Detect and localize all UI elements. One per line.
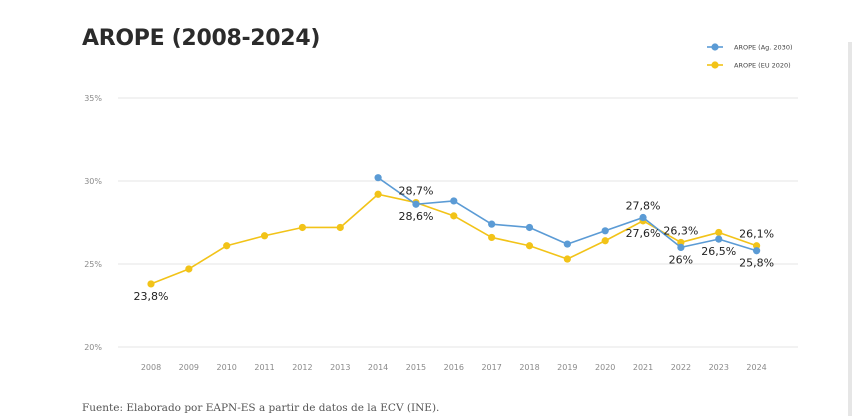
data-label: 26% bbox=[669, 253, 693, 266]
x-tick-label: 2024 bbox=[746, 363, 766, 372]
x-tick-label: 2017 bbox=[481, 363, 501, 372]
legend-label: AROPE (EU 2020) bbox=[734, 62, 791, 70]
legend-label: AROPE (Ag. 2030) bbox=[734, 44, 793, 52]
data-point bbox=[677, 243, 685, 251]
data-point bbox=[525, 242, 534, 250]
y-tick-label: 25% bbox=[84, 260, 102, 269]
data-point bbox=[185, 265, 193, 273]
data-point bbox=[412, 200, 420, 208]
data-label: 28,7% bbox=[398, 185, 433, 198]
data-point bbox=[563, 255, 571, 263]
data-point bbox=[563, 240, 571, 248]
data-label: 26,1% bbox=[739, 228, 774, 241]
data-point bbox=[374, 190, 382, 198]
x-tick-label: 2023 bbox=[709, 363, 729, 372]
data-label: 23,8% bbox=[134, 290, 169, 303]
data-point bbox=[336, 223, 344, 232]
x-tick-label: 2008 bbox=[141, 363, 161, 372]
x-tick-label: 2011 bbox=[254, 363, 274, 372]
series-line bbox=[377, 177, 757, 252]
x-tick-label: 2021 bbox=[633, 363, 653, 372]
chart-title: AROPE (2008-2024) bbox=[82, 26, 321, 51]
x-tick-label: 2014 bbox=[368, 363, 388, 372]
y-tick-label: 30% bbox=[84, 177, 102, 186]
data-point bbox=[450, 197, 458, 205]
data-point bbox=[260, 232, 269, 240]
y-tick-label: 20% bbox=[84, 343, 102, 352]
data-label: 26,5% bbox=[701, 245, 736, 258]
x-tick-label: 2016 bbox=[444, 363, 464, 372]
source-note: Fuente: Elaborado por EAPN-ES a partir d… bbox=[82, 402, 440, 414]
data-point bbox=[488, 220, 496, 228]
data-point bbox=[374, 174, 382, 182]
data-point bbox=[753, 247, 761, 255]
y-tick-label: 35% bbox=[84, 94, 102, 103]
data-point bbox=[639, 213, 647, 222]
legend-swatch-marker bbox=[711, 61, 719, 69]
scrollbar-track[interactable] bbox=[848, 42, 852, 416]
data-point bbox=[488, 233, 496, 242]
data-point bbox=[298, 223, 306, 232]
x-tick-label: 2022 bbox=[671, 363, 691, 372]
x-tick-label: 2015 bbox=[406, 363, 426, 372]
data-point bbox=[147, 280, 155, 288]
x-tick-label: 2010 bbox=[217, 363, 237, 372]
data-point bbox=[715, 235, 723, 243]
x-tick-label: 2009 bbox=[179, 363, 199, 372]
x-tick-label: 2013 bbox=[330, 363, 350, 372]
x-tick-label: 2012 bbox=[292, 363, 312, 372]
data-label: 27,6% bbox=[626, 227, 661, 240]
data-label: 26,3% bbox=[663, 224, 698, 237]
data-label: 28,6% bbox=[398, 210, 433, 223]
x-tick-label: 2019 bbox=[557, 363, 577, 372]
data-point bbox=[450, 212, 458, 220]
x-tick-label: 2018 bbox=[519, 363, 539, 372]
data-label: 25,8% bbox=[739, 257, 774, 270]
series-line bbox=[150, 193, 757, 285]
data-point bbox=[525, 223, 534, 232]
data-label: 27,8% bbox=[626, 200, 661, 213]
data-point bbox=[677, 238, 685, 247]
data-point bbox=[601, 237, 609, 245]
data-point bbox=[753, 242, 761, 250]
data-point bbox=[715, 228, 723, 237]
x-tick-label: 2020 bbox=[595, 363, 615, 372]
legend-swatch-marker bbox=[711, 43, 719, 51]
data-point bbox=[223, 242, 231, 250]
data-point bbox=[601, 227, 609, 235]
